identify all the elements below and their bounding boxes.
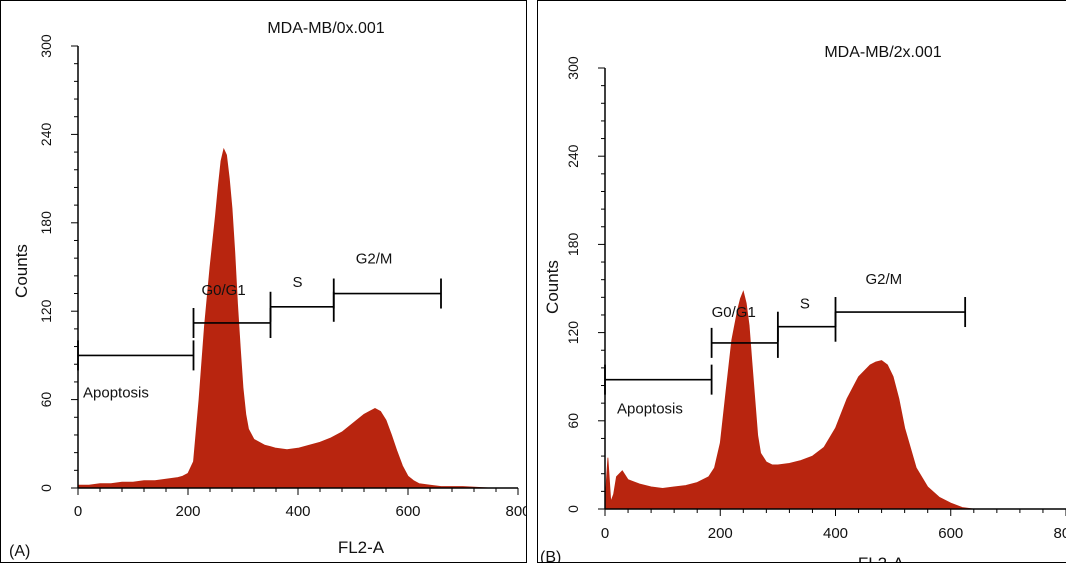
y-tick-label: 0 xyxy=(38,484,54,492)
x-tick-label: 400 xyxy=(823,525,848,542)
gate-label-s: S xyxy=(293,274,303,291)
y-tick-label: 300 xyxy=(565,56,581,80)
panel-gap xyxy=(527,0,537,563)
x-tick-label: 200 xyxy=(175,503,200,520)
y-tick-label: 180 xyxy=(38,211,54,235)
y-tick-label: 0 xyxy=(565,505,581,513)
y-tick-label: 240 xyxy=(38,123,54,147)
gate-label-g0-g1: G0/G1 xyxy=(202,282,246,299)
gate-label-apoptosis: Apoptosis xyxy=(617,401,683,418)
gate-label-apoptosis: Apoptosis xyxy=(83,384,149,401)
x-axis-label: FL2-A xyxy=(338,538,385,557)
x-tick-label: 200 xyxy=(708,525,733,542)
x-tick-label: 800 xyxy=(1053,525,1066,542)
histogram-panel-b: 0 200 400 600 800 0 60 120 180 240 300 Apoptosis G0/… xyxy=(537,0,1066,563)
y-tick-label: 300 xyxy=(38,34,54,58)
gate-label-g2-m: G2/M xyxy=(356,251,393,268)
y-tick-label: 180 xyxy=(565,233,581,257)
panel-letter: (B) xyxy=(540,549,561,563)
x-tick-label: 800 xyxy=(505,503,527,520)
x-tick-label: 400 xyxy=(285,503,310,520)
x-axis-label: FL2-A xyxy=(858,554,905,563)
y-axis-label: Counts xyxy=(12,244,31,298)
x-tick-label: 0 xyxy=(601,525,609,542)
histogram-series-a xyxy=(77,147,518,489)
histogram-chart-b: 0 200 400 600 800 0 60 120 180 240 300 Apoptosis G0/… xyxy=(540,44,1066,563)
histogram-panel-a: 0 200 400 600 800 0 60 120 180 240 300 Apoptosis G0/… xyxy=(0,0,527,563)
x-tick-label: 600 xyxy=(395,503,420,520)
histogram-series-b xyxy=(604,290,1066,510)
chart-title: MDA-MB/0x.001 xyxy=(267,20,384,37)
y-tick-label: 60 xyxy=(38,392,54,408)
x-tick-label: 600 xyxy=(938,525,963,542)
y-tick-label: 120 xyxy=(38,299,54,323)
y-tick-label: 120 xyxy=(565,321,581,345)
gate-label-g0-g1: G0/G1 xyxy=(712,304,756,321)
y-axis-label: Counts xyxy=(543,260,562,314)
gate-label-s: S xyxy=(800,296,810,313)
x-tick-label: 0 xyxy=(74,503,82,520)
histogram-chart-a: 0 200 400 600 800 0 60 120 180 240 300 Apoptosis G0/… xyxy=(9,20,527,560)
panel-letter: (A) xyxy=(9,543,30,560)
gate-label-g2-m: G2/M xyxy=(866,271,903,288)
y-tick-label: 60 xyxy=(565,413,581,429)
y-tick-label: 240 xyxy=(565,144,581,168)
chart-title: MDA-MB/2x.001 xyxy=(824,44,941,61)
